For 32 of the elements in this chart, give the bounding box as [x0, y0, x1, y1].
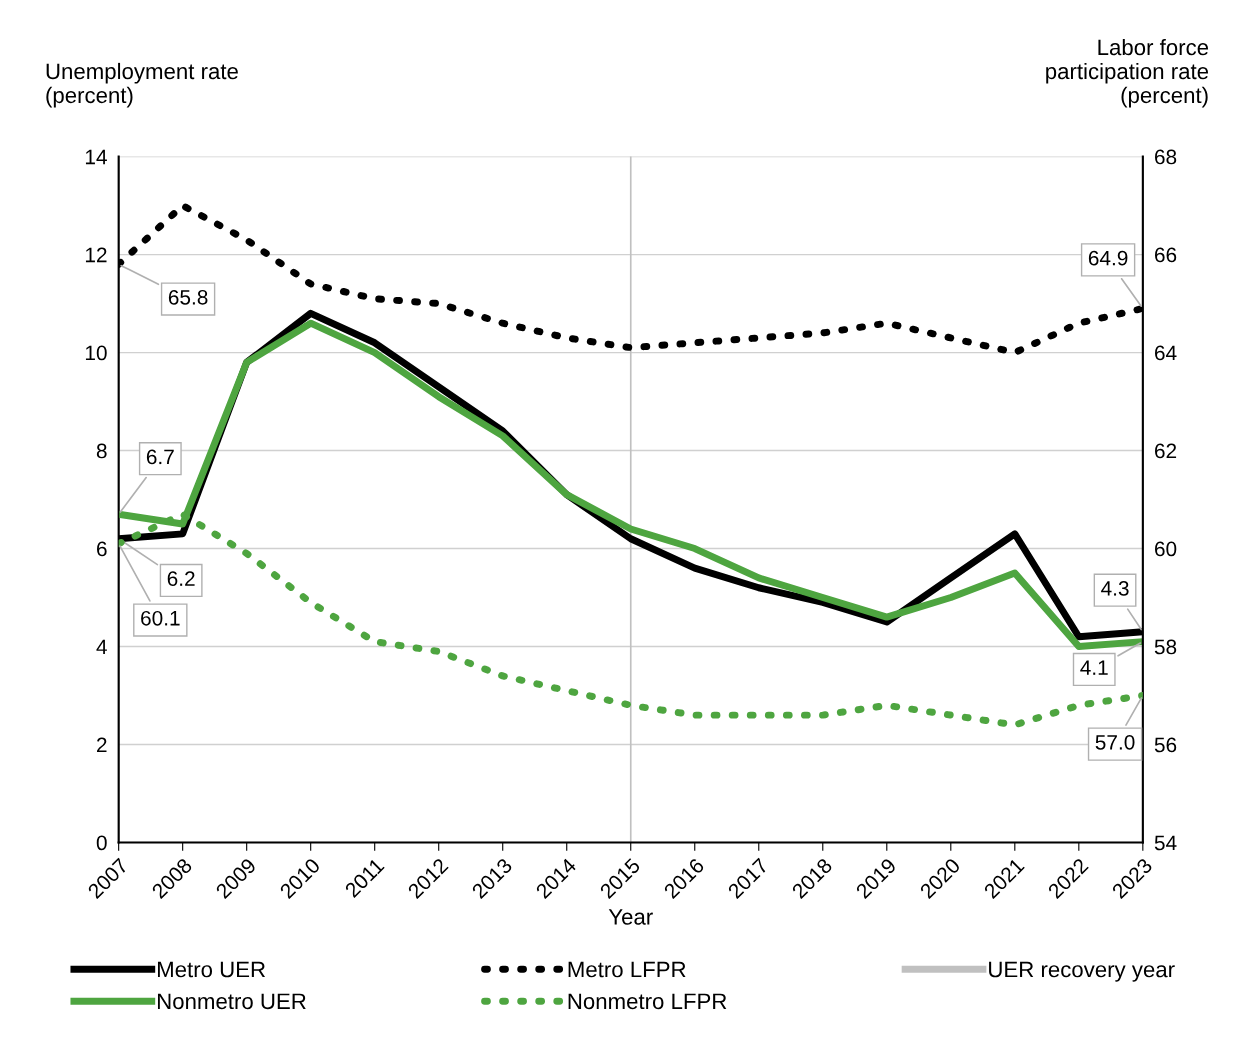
y2-tick-label: 58 — [1154, 639, 1177, 655]
data-label: 6.2 — [167, 571, 195, 587]
data-label: 65.8 — [168, 289, 208, 305]
y2-tick-label: 68 — [1155, 149, 1177, 165]
y2-tick-label: 62 — [1155, 443, 1177, 459]
y2-tick-label: 66 — [1155, 247, 1177, 263]
y2-tick-label: 56 — [1154, 737, 1177, 753]
y-tick-label: 6 — [97, 541, 107, 557]
legend-label: Metro LFPR — [568, 961, 686, 978]
y2-tick-label: 60 — [1155, 541, 1177, 557]
y-tick-label: 0 — [96, 835, 107, 851]
y-tick-label: 4 — [96, 639, 107, 655]
data-label: 6.7 — [146, 449, 174, 465]
data-label: 64.9 — [1088, 250, 1128, 266]
y-tick-label: 8 — [96, 443, 107, 459]
y-tick-label: 10 — [85, 345, 107, 361]
y-tick-label: 2 — [97, 737, 107, 753]
x-axis-title: Year — [608, 909, 653, 925]
legend-label: Metro UER — [157, 961, 266, 978]
legend-label: Nonmetro LFPR — [568, 993, 727, 1010]
data-label: 4.1 — [1080, 660, 1108, 675]
y2-tick-label: 64 — [1155, 345, 1177, 361]
y2-axis-title: Labor force participation rate (percent) — [1046, 38, 1209, 108]
y-tick-label: 12 — [85, 247, 107, 263]
y-tick-label: 14 — [85, 149, 107, 165]
data-label: 57.0 — [1095, 734, 1135, 750]
legend-label: UER recovery year — [989, 961, 1175, 982]
y-axis-title: Unemployment rate (percent) — [46, 62, 238, 108]
data-label: 4.3 — [1101, 581, 1129, 596]
y2-tick-label: 54 — [1154, 835, 1177, 851]
legend-label: Nonmetro UER — [157, 993, 306, 1010]
data-label: 60.1 — [141, 610, 180, 626]
